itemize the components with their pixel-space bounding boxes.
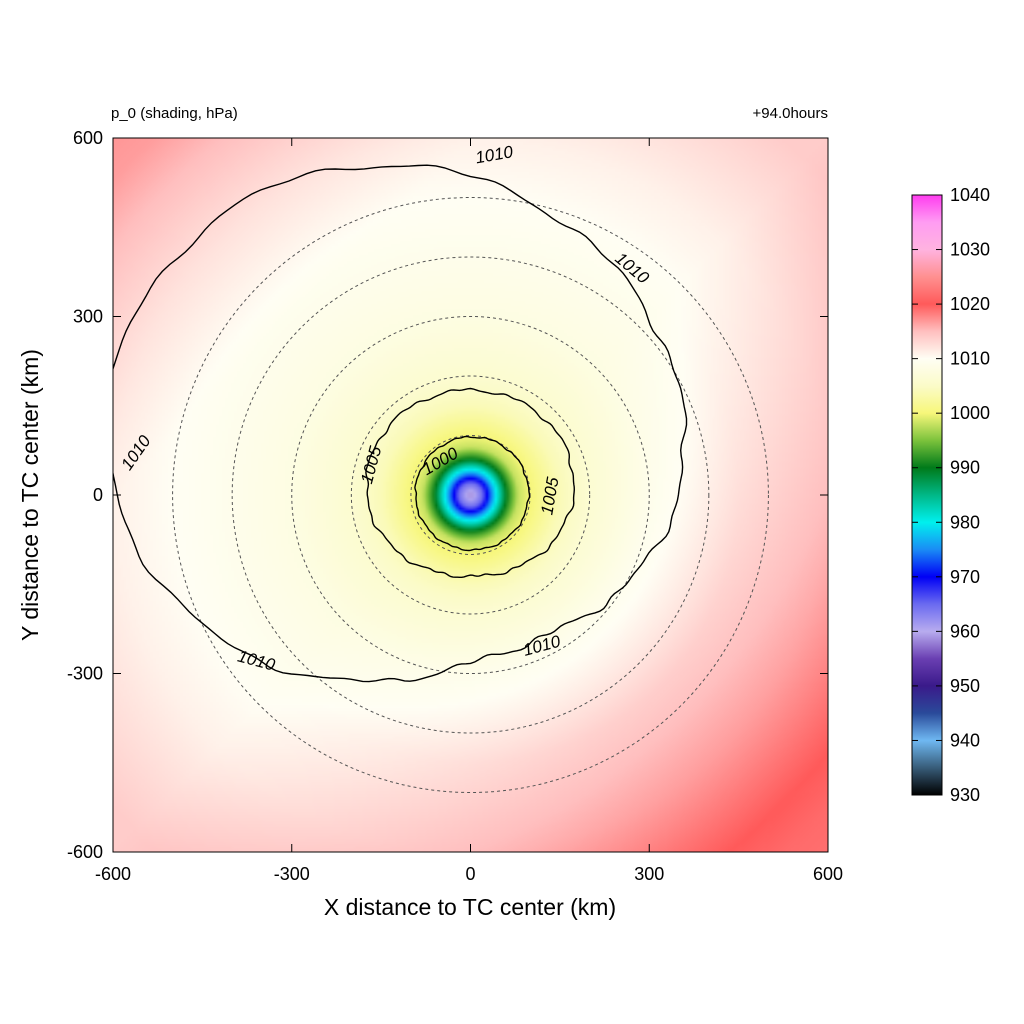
colorbar-tick-label: 1040 — [950, 185, 990, 205]
contour-line-1000 — [414, 435, 531, 552]
contour-line-1005 — [365, 387, 576, 578]
x-tick-label: -600 — [95, 864, 131, 884]
colorbar-tick-label: 940 — [950, 730, 980, 750]
x-tick-label: 600 — [813, 864, 843, 884]
time-label: +94.0hours — [753, 105, 828, 122]
x-tick-label: 300 — [634, 864, 664, 884]
colorbar-gradient — [911, 194, 943, 796]
plot-area — [113, 138, 828, 852]
colorbar-tick-label: 1000 — [950, 403, 990, 423]
pressure-shading — [113, 138, 828, 852]
y-tick-label: 600 — [73, 128, 103, 148]
x-tick-label: 0 — [465, 864, 475, 884]
colorbar: 930 940 950 960 970 980 990 1000 1010 1020 1030 104… — [911, 185, 990, 805]
x-axis: -600 -300 0 300 600 — [95, 138, 843, 884]
colorbar-tick-label: 960 — [950, 621, 980, 641]
reference-circle — [231, 256, 710, 734]
colorbar-tick-label: 1010 — [950, 349, 990, 369]
variable-label: p_0 (shading, hPa) — [111, 105, 238, 122]
x-axis-title: X distance to TC center (km) — [324, 894, 616, 920]
colorbar-tick-label: 980 — [950, 512, 980, 532]
colorbar-tick-label: 950 — [950, 676, 980, 696]
y-tick-label: -300 — [67, 664, 103, 684]
y-tick-label: 0 — [93, 485, 103, 505]
y-axis-title: Y distance to TC center (km) — [17, 349, 43, 641]
y-axis: -600 -300 0 300 600 — [67, 128, 828, 862]
reference-circle — [350, 375, 591, 615]
reference-circle — [291, 316, 650, 674]
colorbar-tick-label: 990 — [950, 458, 980, 478]
colorbar-tick-label: 930 — [950, 785, 980, 805]
colorbar-tick-label: 970 — [950, 567, 980, 587]
reference-circle — [172, 197, 769, 793]
x-tick-label: -300 — [274, 864, 310, 884]
colorbar-tick-label: 1020 — [950, 294, 990, 314]
y-tick-label: 300 — [73, 307, 103, 327]
y-tick-label: -600 — [67, 842, 103, 862]
colorbar-tick-label: 1030 — [950, 240, 990, 260]
colorbar-ticks: 930 940 950 960 970 980 990 1000 1010 1020 1030 104… — [912, 185, 990, 805]
